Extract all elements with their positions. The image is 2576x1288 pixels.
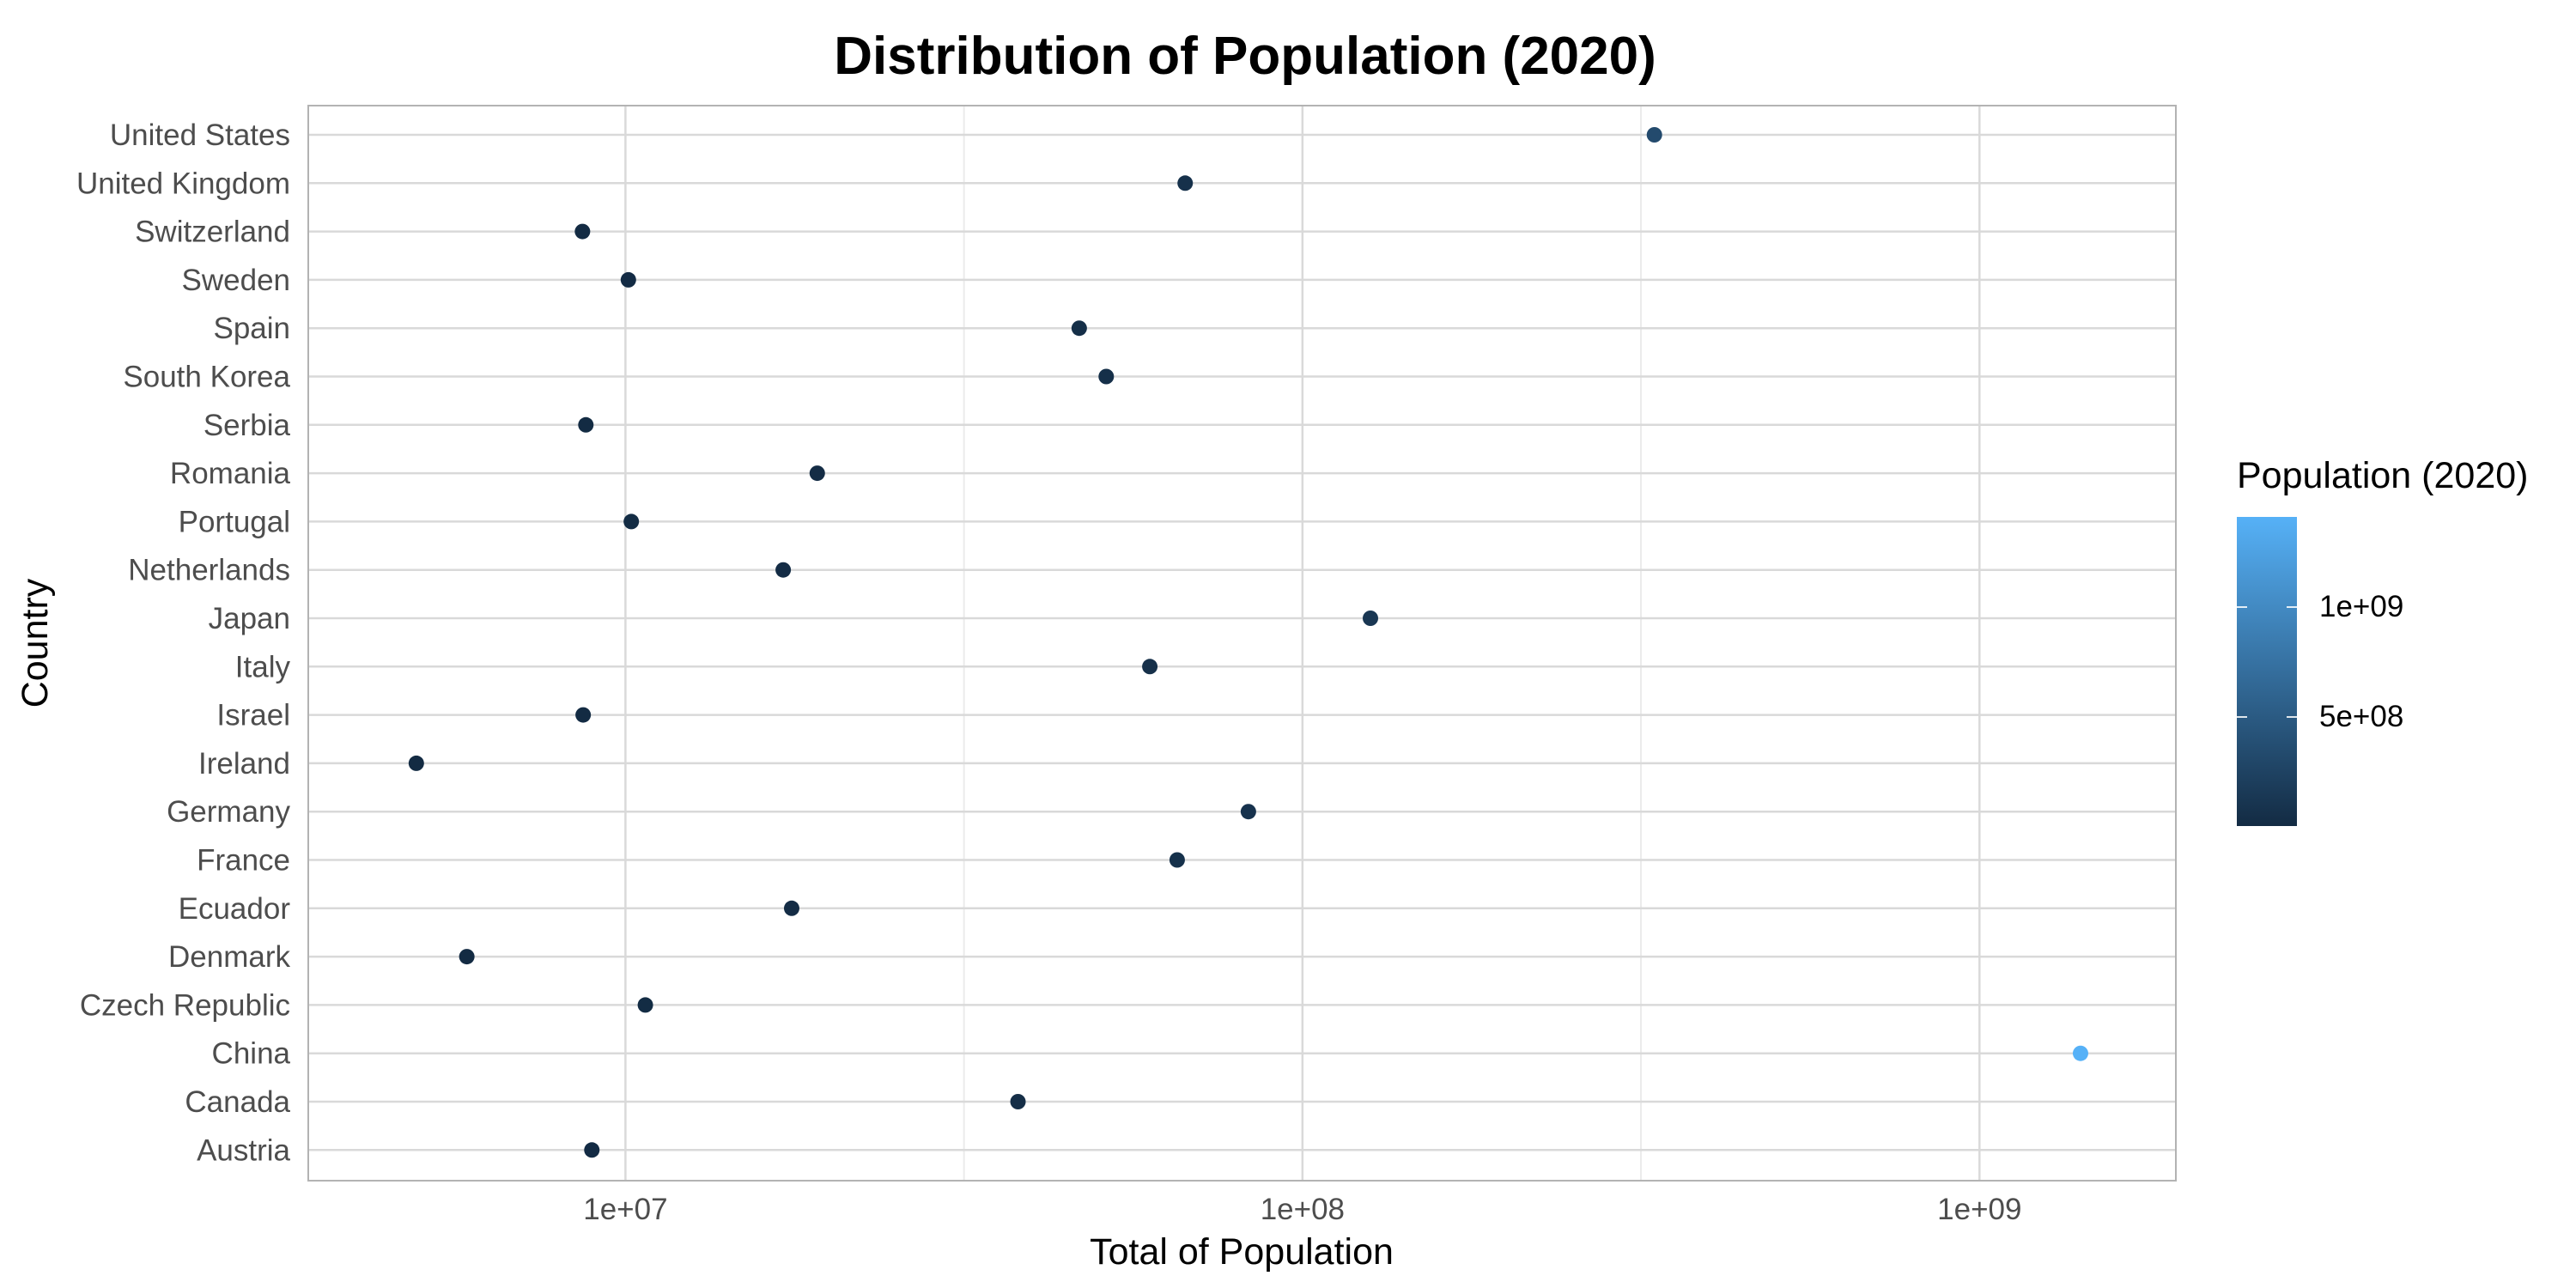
x-tick-label: 1e+07 <box>583 1193 667 1226</box>
plot-panel-border <box>307 105 2177 1182</box>
data-point <box>1010 1094 1026 1109</box>
color-legend: Population (2020) 5e+08 1e+09 <box>2237 455 2529 826</box>
legend-colorbar <box>2237 517 2297 826</box>
y-tick-label: United Kingdom <box>76 167 290 200</box>
y-tick-label: France <box>197 844 290 878</box>
y-tick-label: Romania <box>170 457 291 490</box>
y-tick-label: Germany <box>167 795 290 829</box>
x-tick-label: 1e+09 <box>1937 1193 2021 1226</box>
x-tick-label: 1e+08 <box>1261 1193 1345 1226</box>
data-point <box>1071 320 1087 337</box>
chart-title: Distribution of Population (2020) <box>834 27 1656 86</box>
y-tick-label: Ecuador <box>179 892 291 926</box>
y-tick-label: Japan <box>209 602 290 635</box>
data-point <box>775 562 792 578</box>
x-axis-tick-labels: 1e+07 1e+08 1e+09 <box>583 1193 2021 1226</box>
y-tick-label: Czech Republic <box>80 988 290 1022</box>
legend-tick-label: 5e+08 <box>2319 700 2404 734</box>
data-points <box>408 127 2088 1158</box>
y-tick-label: Israel <box>216 699 290 732</box>
y-tick-label: Spain <box>213 312 290 345</box>
data-point <box>1240 804 1256 820</box>
y-axis-label: Country <box>15 578 56 708</box>
y-tick-label: Serbia <box>204 409 291 442</box>
y-tick-label: Netherlands <box>128 554 290 587</box>
data-point <box>1177 175 1194 191</box>
data-point <box>1169 852 1185 868</box>
y-tick-label: Ireland <box>198 747 290 781</box>
legend-title: Population (2020) <box>2237 455 2529 496</box>
legend-tick-label: 1e+09 <box>2319 590 2404 624</box>
y-tick-label: Portugal <box>179 505 290 538</box>
y-tick-label: Switzerland <box>135 216 290 249</box>
y-tick-label: Sweden <box>182 264 290 297</box>
data-point <box>809 465 825 482</box>
y-axis-tick-labels: United States United Kingdom Switzerland Sw… <box>76 118 291 1167</box>
data-point <box>1646 127 1662 143</box>
data-point <box>623 513 640 530</box>
data-point <box>1363 611 1379 626</box>
data-point <box>1098 368 1115 385</box>
data-point <box>584 1142 600 1158</box>
y-tick-label: United States <box>110 118 290 152</box>
y-tick-label: China <box>212 1037 291 1071</box>
y-tick-label: Austria <box>197 1133 290 1167</box>
data-point <box>408 755 424 771</box>
data-point <box>578 416 594 433</box>
y-tick-label: Italy <box>235 650 291 683</box>
data-point <box>459 949 475 965</box>
data-point <box>620 271 636 288</box>
data-point <box>574 223 591 240</box>
data-point <box>783 900 799 916</box>
y-tick-label: Denmark <box>168 940 290 974</box>
data-point <box>2072 1045 2088 1061</box>
y-tick-label: South Korea <box>123 361 290 394</box>
x-axis-label: Total of Population <box>1090 1231 1394 1273</box>
data-point <box>1142 659 1158 675</box>
data-point <box>575 707 592 723</box>
y-tick-label: Canada <box>185 1085 290 1119</box>
grid-lines <box>308 106 2176 1181</box>
data-point <box>637 997 653 1013</box>
